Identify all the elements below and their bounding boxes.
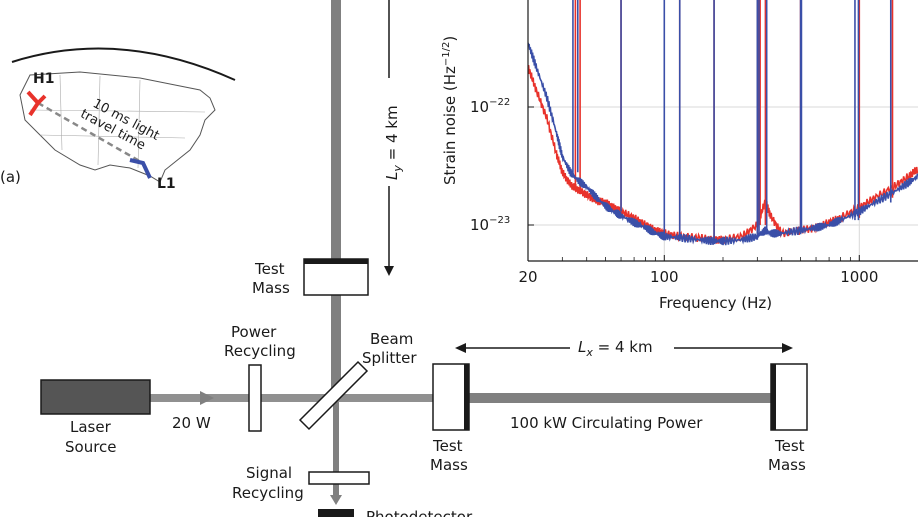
- panel-label: (a): [0, 168, 21, 186]
- beam-splitter-label1: Beam: [370, 330, 413, 348]
- test-mass-near-label2: Mass: [430, 456, 468, 474]
- h1-marker: [26, 90, 47, 117]
- y-arm-beam: [331, 0, 341, 390]
- test-mass-far-coating: [771, 364, 776, 430]
- photodetector: [318, 509, 354, 517]
- us-map-inset: H1 L1 10 ms light travel time (a): [0, 47, 236, 192]
- output-arrowhead: [330, 495, 342, 505]
- y-tick-label: 10−23: [470, 215, 510, 234]
- test-mass-near: [432, 363, 470, 431]
- photodetector-label: Photodetector: [366, 508, 473, 517]
- beam-splitter: [298, 360, 369, 431]
- test-mass-far-label1: Test: [774, 437, 805, 455]
- input-power-label: 20 W: [172, 414, 211, 432]
- y-axis-label: Strain noise (Hz−1/2): [441, 36, 459, 185]
- power-recycling-mirror: [248, 364, 262, 432]
- signal-recycling-label2: Recycling: [232, 484, 304, 502]
- laser-label2: Source: [65, 438, 117, 456]
- lx-label: Lx = 4 km: [578, 338, 653, 359]
- test-mass-top-coating: [304, 259, 368, 264]
- ly-arrowhead: [384, 266, 394, 276]
- travel-line: [37, 101, 144, 165]
- test-mass-top-label1: Test: [254, 260, 285, 278]
- chart-curves: [528, 0, 918, 246]
- signal-recycling-label1: Signal: [246, 464, 292, 482]
- us-state-lines: [29, 74, 206, 169]
- test-mass-near-label1: Test: [432, 437, 463, 455]
- test-mass-far: [770, 363, 808, 431]
- x-tick-label: 1000: [840, 268, 878, 286]
- input-arrowhead: [200, 391, 214, 405]
- ly-label: Ly = 4 km: [383, 105, 404, 180]
- y-ticks: 10−23 10−22: [470, 97, 534, 234]
- h1-label: H1: [33, 71, 54, 87]
- laser-source: [40, 379, 151, 415]
- interferometer-diagram: Ly = 4 km Test Mass Laser Source 20 W Po…: [40, 0, 808, 517]
- x-axis-label: Frequency (Hz): [659, 294, 772, 312]
- beam-splitter-label2: Splitter: [362, 349, 417, 367]
- circulating-power-label: 100 kW Circulating Power: [510, 414, 703, 432]
- us-outline: [19, 71, 216, 183]
- l1-label: L1: [157, 176, 176, 192]
- test-mass-near-coating: [464, 364, 469, 430]
- input-beam: [150, 394, 455, 402]
- y-tick-label: 10−22: [470, 97, 510, 116]
- x-tick-label: 20: [518, 268, 537, 286]
- test-mass-top-label2: Mass: [252, 279, 290, 297]
- series-line: [528, 42, 918, 246]
- x-ticks: 20 100 1000: [518, 255, 878, 286]
- power-recycling-label1: Power: [231, 323, 277, 341]
- strain-noise-chart: 20 100 1000 10−23 10−22 Frequency (Hz) Stra…: [441, 0, 918, 312]
- power-recycling-label2: Recycling: [224, 342, 296, 360]
- x-arm-beam: [455, 393, 775, 403]
- output-beam: [333, 390, 339, 500]
- horizon-arc: [11, 47, 236, 81]
- lx-arrowhead-left: [455, 343, 466, 353]
- test-mass-top: [303, 258, 369, 296]
- lx-arrowhead-right: [782, 343, 793, 353]
- l1-marker: [129, 158, 152, 179]
- signal-recycling-mirror: [308, 471, 370, 485]
- test-mass-far-label2: Mass: [768, 456, 806, 474]
- x-tick-label: 100: [650, 268, 679, 286]
- laser-label1: Laser: [70, 418, 112, 436]
